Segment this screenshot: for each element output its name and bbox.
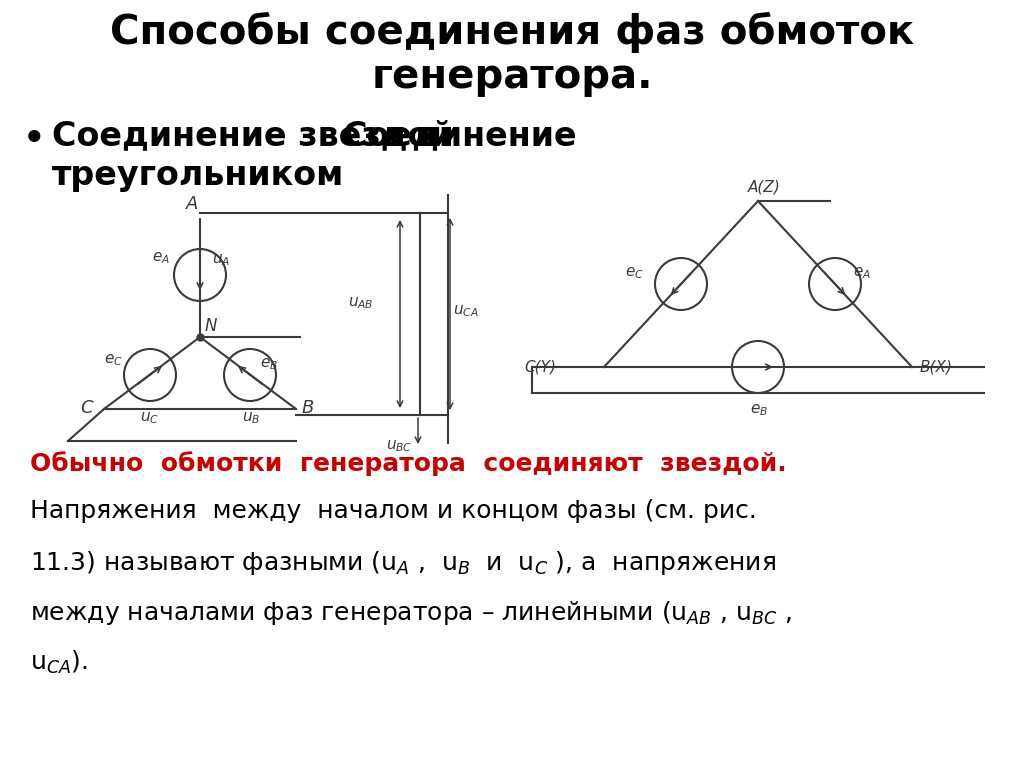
Text: C: C <box>80 399 92 417</box>
Text: $e_A$: $e_A$ <box>853 265 871 281</box>
Text: N: N <box>205 317 217 335</box>
Text: $u_{CA}$: $u_{CA}$ <box>453 303 478 319</box>
Text: A: A <box>186 195 199 213</box>
Text: Обычно  обмотки  генератора  соединяют  звездой.: Обычно обмотки генератора соединяют звез… <box>30 451 786 476</box>
Text: C(Y): C(Y) <box>524 359 556 374</box>
Text: $u_A$: $u_A$ <box>212 252 230 268</box>
Text: генератора.: генератора. <box>372 57 652 97</box>
Text: 11.3) называют фазными (u$_A$ ,  u$_B$  и  u$_C$ ), а  напряжения: 11.3) называют фазными (u$_A$ , u$_B$ и … <box>30 549 776 577</box>
Text: $u_{BC}$: $u_{BC}$ <box>386 438 413 454</box>
Text: $e_B$: $e_B$ <box>260 356 279 372</box>
Text: $e_B$: $e_B$ <box>750 402 768 418</box>
Text: $u_B$: $u_B$ <box>242 410 260 426</box>
Text: $e_C$: $e_C$ <box>104 352 123 367</box>
Text: треугольником: треугольником <box>52 159 344 192</box>
Text: Соединение звездой: Соединение звездой <box>52 119 454 152</box>
Text: Напряжения  между  началом и концом фазы (см. рис.: Напряжения между началом и концом фазы (… <box>30 499 757 523</box>
Text: $u_{AB}$: $u_{AB}$ <box>348 295 374 311</box>
Text: A(Z): A(Z) <box>748 179 781 194</box>
Text: $e_C$: $e_C$ <box>625 265 644 281</box>
Text: $e_A$: $e_A$ <box>152 250 170 265</box>
Text: между началами фаз генератора – линейными (u$_{AB}$ , u$_{BC}$ ,: между началами фаз генератора – линейным… <box>30 599 792 627</box>
Text: B: B <box>302 399 314 417</box>
Text: u$_{CA}$).: u$_{CA}$). <box>30 649 88 676</box>
Text: B(X): B(X) <box>920 359 953 374</box>
Text: $u_C$: $u_C$ <box>140 410 159 426</box>
Text: Способы соединения фаз обмоток: Способы соединения фаз обмоток <box>110 12 914 53</box>
Text: Соединение: Соединение <box>342 119 577 152</box>
Text: •: • <box>22 119 47 161</box>
